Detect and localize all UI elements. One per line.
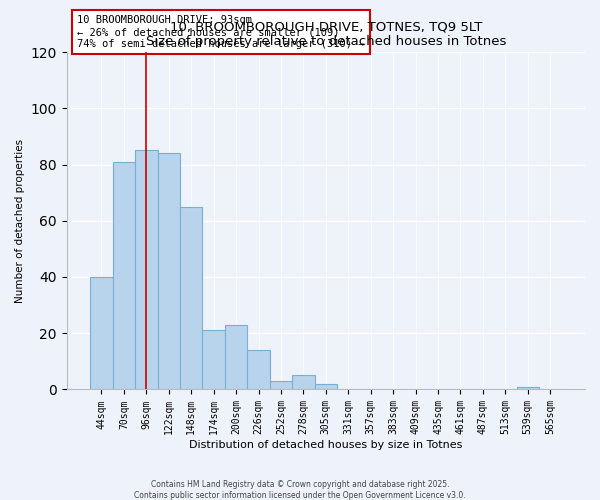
Bar bbox=[158, 154, 180, 390]
Bar bbox=[202, 330, 225, 390]
X-axis label: Distribution of detached houses by size in Totnes: Distribution of detached houses by size … bbox=[189, 440, 463, 450]
Bar bbox=[135, 150, 158, 390]
Bar bbox=[180, 206, 202, 390]
Bar bbox=[113, 162, 135, 390]
Bar bbox=[517, 386, 539, 390]
Bar bbox=[225, 325, 247, 390]
Bar bbox=[270, 381, 292, 390]
Bar bbox=[247, 350, 270, 390]
Y-axis label: Number of detached properties: Number of detached properties bbox=[15, 138, 25, 303]
Title: 10, BROOMBOROUGH DRIVE, TOTNES, TQ9 5LT
Size of property relative to detached ho: 10, BROOMBOROUGH DRIVE, TOTNES, TQ9 5LT … bbox=[146, 20, 506, 48]
Text: 10 BROOMBOROUGH DRIVE: 93sqm
← 26% of detached houses are smaller (109)
74% of s: 10 BROOMBOROUGH DRIVE: 93sqm ← 26% of de… bbox=[77, 16, 365, 48]
Bar bbox=[314, 384, 337, 390]
Bar bbox=[292, 376, 314, 390]
Text: Contains HM Land Registry data © Crown copyright and database right 2025.
Contai: Contains HM Land Registry data © Crown c… bbox=[134, 480, 466, 500]
Bar bbox=[90, 277, 113, 390]
